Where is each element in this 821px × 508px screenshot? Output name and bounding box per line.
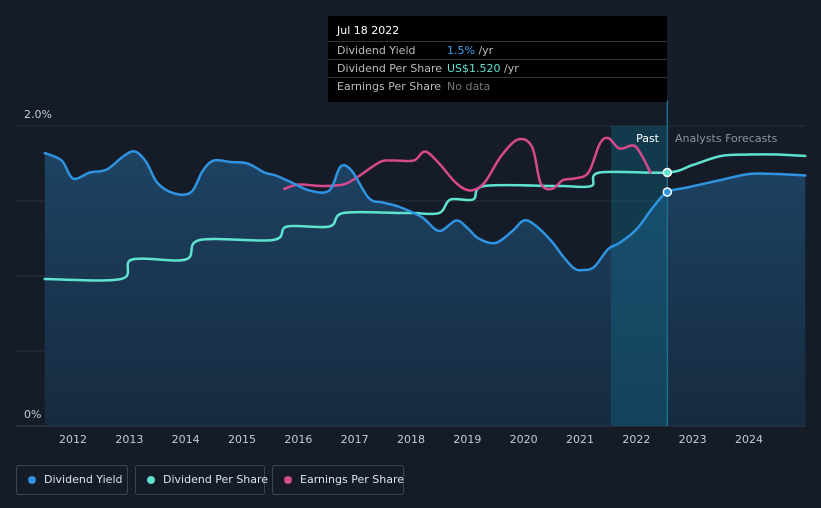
tooltip: Jul 18 2022 Dividend Yield 1.5% /yr Divi… [328, 16, 667, 102]
hover-point-dps [662, 167, 673, 178]
tooltip-row-dps: Dividend Per Share US$1.520 /yr [328, 59, 667, 78]
tooltip-label: Dividend Per Share [337, 62, 443, 75]
hover-point-yield [662, 187, 673, 197]
x-tick-label: 2012 [59, 433, 87, 446]
series-line-eps [283, 136, 652, 192]
legend-dividend-yield[interactable]: Dividend Yield [16, 465, 128, 495]
tooltip-row-yield: Dividend Yield 1.5% /yr [328, 41, 667, 60]
legend-dividend-per-share[interactable]: Dividend Per Share [135, 465, 269, 495]
tooltip-value: US$1.520 [447, 62, 501, 75]
series-line-dps [43, 153, 807, 282]
series-line-yield [43, 150, 807, 272]
tooltip-suffix: /yr [474, 44, 494, 57]
x-tick-label: 2013 [115, 433, 143, 446]
legend-dot [147, 476, 155, 484]
tooltip-row-eps: Earnings Per Share No data [328, 77, 667, 96]
legend-label: Dividend Yield [44, 473, 123, 486]
legend-dot [28, 476, 36, 484]
tooltip-date: Jul 18 2022 [337, 24, 400, 37]
x-tick-label: 2020 [510, 433, 538, 446]
tooltip-value: 1.5% [447, 44, 475, 57]
legend-label: Earnings Per Share [300, 473, 405, 486]
x-tick-label: 2022 [622, 433, 650, 446]
past-region-label: Past [636, 132, 660, 145]
x-tick-label: 2016 [284, 433, 312, 446]
tooltip-value: No data [447, 80, 491, 93]
x-tick-label: 2014 [172, 433, 200, 446]
x-tick-label: 2023 [679, 433, 707, 446]
legend-label: Dividend Per Share [163, 473, 269, 486]
forecast-region-label: Analysts Forecasts [675, 132, 778, 145]
x-tick-label: 2024 [735, 433, 763, 446]
x-tick-label: 2018 [397, 433, 425, 446]
x-tick-label: 2017 [341, 433, 369, 446]
tooltip-label: Dividend Yield [337, 44, 416, 57]
x-tick-label: 2015 [228, 433, 256, 446]
legend-dot [284, 476, 292, 484]
legend-earnings-per-share[interactable]: Earnings Per Share [272, 465, 404, 495]
y-tick-label: 2.0% [24, 108, 52, 121]
tooltip-label: Earnings Per Share [337, 80, 442, 93]
tooltip-suffix: /yr [500, 62, 519, 75]
x-tick-label: 2021 [566, 433, 594, 446]
y-tick-label: 0% [24, 408, 41, 421]
yield-area [44, 151, 806, 426]
x-tick-label: 2019 [453, 433, 481, 446]
past-highlight-band [610, 126, 668, 426]
